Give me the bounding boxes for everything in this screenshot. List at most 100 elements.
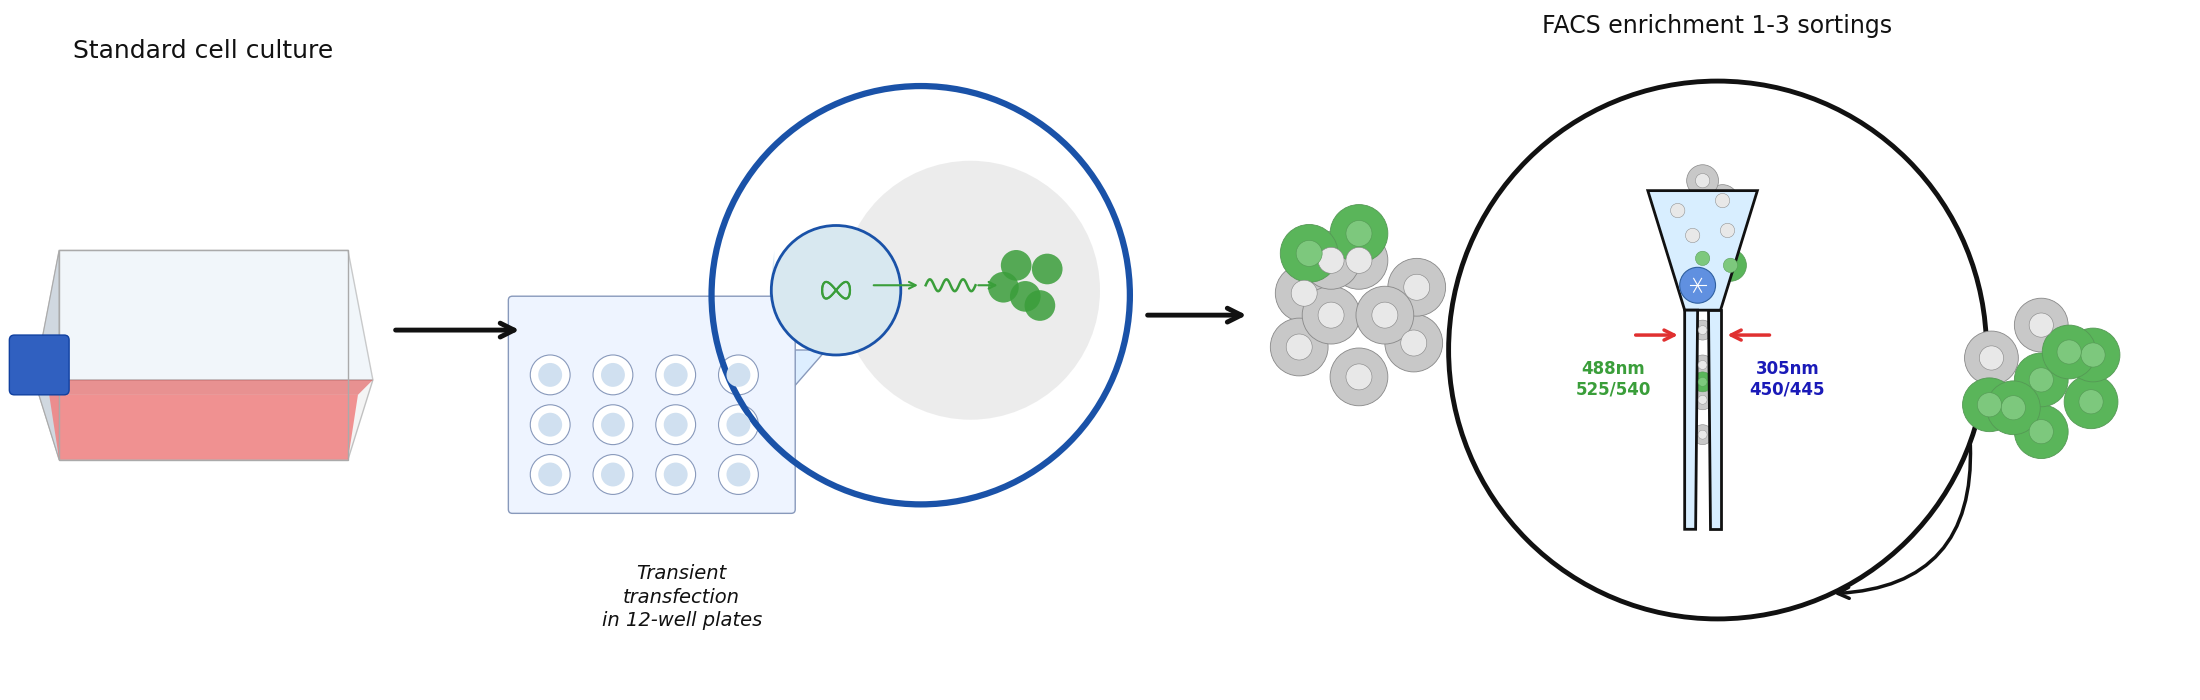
Circle shape	[1687, 242, 1718, 274]
Circle shape	[1692, 320, 1712, 340]
Polygon shape	[48, 395, 359, 460]
Circle shape	[719, 405, 759, 444]
Circle shape	[1696, 251, 1709, 265]
Polygon shape	[35, 251, 59, 460]
Circle shape	[2042, 325, 2097, 379]
Circle shape	[664, 413, 689, 437]
Circle shape	[656, 454, 695, 494]
Polygon shape	[35, 251, 372, 380]
Circle shape	[1373, 302, 1397, 328]
Circle shape	[1401, 330, 1428, 356]
Circle shape	[1032, 253, 1063, 284]
Circle shape	[1355, 286, 1415, 344]
Circle shape	[2015, 298, 2068, 352]
Circle shape	[772, 225, 900, 355]
Circle shape	[1331, 232, 1388, 289]
Circle shape	[1692, 355, 1712, 375]
Circle shape	[1698, 360, 1707, 370]
Circle shape	[530, 454, 570, 494]
Circle shape	[2064, 375, 2119, 428]
Circle shape	[840, 161, 1100, 420]
Circle shape	[1980, 346, 2004, 370]
Circle shape	[1687, 164, 1718, 197]
Circle shape	[726, 363, 750, 387]
Circle shape	[656, 405, 695, 444]
Circle shape	[1692, 372, 1712, 392]
Polygon shape	[1685, 310, 1698, 529]
Circle shape	[601, 363, 625, 387]
Circle shape	[1692, 425, 1712, 444]
Circle shape	[1269, 318, 1329, 376]
Polygon shape	[761, 251, 774, 475]
Circle shape	[1661, 195, 1694, 227]
Text: FACS enrichment 1-3 sortings: FACS enrichment 1-3 sortings	[1542, 14, 1892, 38]
Circle shape	[2002, 395, 2026, 420]
Polygon shape	[35, 380, 372, 395]
Circle shape	[1296, 240, 1322, 267]
Circle shape	[1720, 223, 1734, 237]
Circle shape	[1978, 393, 2002, 417]
Circle shape	[2028, 313, 2053, 337]
Polygon shape	[1707, 310, 1720, 529]
Text: Transient
transfection
in 12-well plates: Transient transfection in 12-well plates	[601, 564, 761, 630]
Circle shape	[988, 272, 1019, 302]
Circle shape	[1318, 247, 1344, 274]
Circle shape	[719, 355, 759, 395]
Circle shape	[1987, 381, 2039, 435]
FancyBboxPatch shape	[9, 335, 68, 395]
Circle shape	[601, 463, 625, 486]
Circle shape	[1287, 334, 1311, 360]
Circle shape	[656, 355, 695, 395]
Circle shape	[1965, 331, 2017, 385]
Circle shape	[1679, 267, 1716, 303]
Circle shape	[1676, 220, 1709, 251]
Circle shape	[1698, 395, 1707, 405]
Circle shape	[601, 413, 625, 437]
Circle shape	[1331, 348, 1388, 406]
FancyBboxPatch shape	[508, 296, 794, 513]
Polygon shape	[513, 350, 825, 390]
Circle shape	[1010, 281, 1041, 312]
Text: Standard cell culture: Standard cell culture	[73, 39, 334, 63]
Circle shape	[719, 454, 759, 494]
Circle shape	[1692, 390, 1712, 410]
Circle shape	[1331, 204, 1388, 262]
Circle shape	[1714, 249, 1747, 281]
Circle shape	[539, 363, 563, 387]
Circle shape	[1696, 174, 1709, 188]
Polygon shape	[35, 380, 372, 460]
Circle shape	[1276, 265, 1333, 322]
Circle shape	[594, 355, 634, 395]
Text: 305nm
450/445: 305nm 450/445	[1749, 360, 1826, 399]
Circle shape	[1302, 286, 1360, 344]
Circle shape	[1280, 225, 1338, 282]
Circle shape	[1384, 314, 1443, 372]
Circle shape	[1404, 274, 1430, 300]
Circle shape	[1001, 250, 1032, 281]
Circle shape	[530, 355, 570, 395]
Circle shape	[530, 405, 570, 444]
Circle shape	[1025, 290, 1056, 321]
Circle shape	[1712, 214, 1742, 246]
Circle shape	[539, 463, 563, 486]
Circle shape	[1318, 302, 1344, 328]
Circle shape	[726, 413, 750, 437]
Circle shape	[1291, 280, 1318, 306]
Circle shape	[664, 363, 689, 387]
Circle shape	[594, 454, 634, 494]
Circle shape	[1302, 232, 1360, 289]
Circle shape	[726, 463, 750, 486]
Circle shape	[2079, 390, 2103, 414]
Circle shape	[1685, 228, 1701, 243]
Text: 488nm
525/540: 488nm 525/540	[1575, 360, 1650, 399]
Circle shape	[2066, 328, 2121, 382]
Circle shape	[594, 405, 634, 444]
Circle shape	[664, 463, 689, 486]
FancyArrowPatch shape	[1837, 444, 1971, 598]
Polygon shape	[1648, 190, 1758, 310]
Circle shape	[1346, 364, 1373, 390]
Circle shape	[539, 413, 563, 437]
Circle shape	[1716, 193, 1729, 208]
Circle shape	[1388, 258, 1445, 316]
Circle shape	[2028, 368, 2053, 392]
